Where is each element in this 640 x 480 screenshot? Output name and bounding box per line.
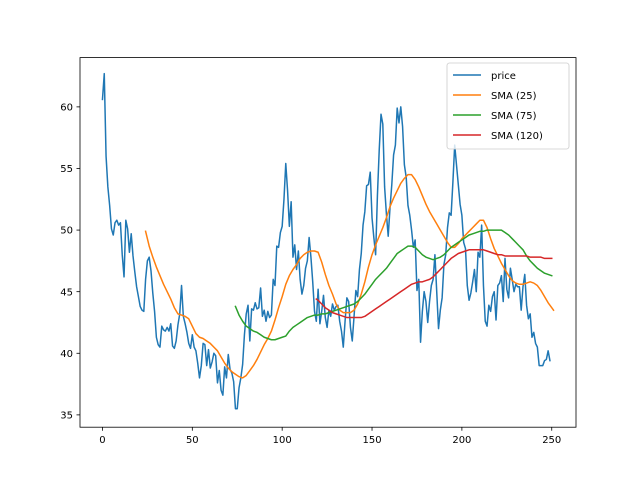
y-tick-label: 55 — [60, 164, 73, 175]
series-line-1 — [144, 173, 555, 379]
legend-label-1: SMA (25) — [491, 91, 537, 102]
y-tick-label: 60 — [60, 102, 73, 113]
series-line-2 — [234, 229, 553, 341]
y-tick-label: 45 — [60, 287, 73, 298]
x-tick-label: 250 — [542, 435, 561, 446]
y-axis: 35 40 45 50 55 60 — [60, 102, 80, 421]
y-tick-label: 35 — [60, 410, 73, 421]
series-line-3 — [315, 249, 553, 319]
series-line-0 — [101, 72, 551, 410]
x-tick-label: 150 — [362, 435, 381, 446]
plot-area-frame — [79, 57, 577, 428]
legend-label-2: SMA (75) — [491, 111, 537, 122]
legend-frame — [446, 62, 570, 150]
y-tick-label: 50 — [60, 226, 73, 237]
legend-label-0: price — [491, 71, 516, 82]
legend: price SMA (25) SMA (75) SMA (120) — [446, 62, 570, 150]
y-tick-label: 40 — [60, 349, 73, 360]
x-axis: 0 50 100 150 200 250 — [99, 427, 561, 446]
x-tick-label: 50 — [186, 435, 199, 446]
x-tick-label: 0 — [99, 435, 105, 446]
series-layer — [101, 72, 555, 410]
x-tick-label: 100 — [273, 435, 292, 446]
legend-label-3: SMA (120) — [491, 131, 543, 142]
x-tick-label: 200 — [452, 435, 471, 446]
